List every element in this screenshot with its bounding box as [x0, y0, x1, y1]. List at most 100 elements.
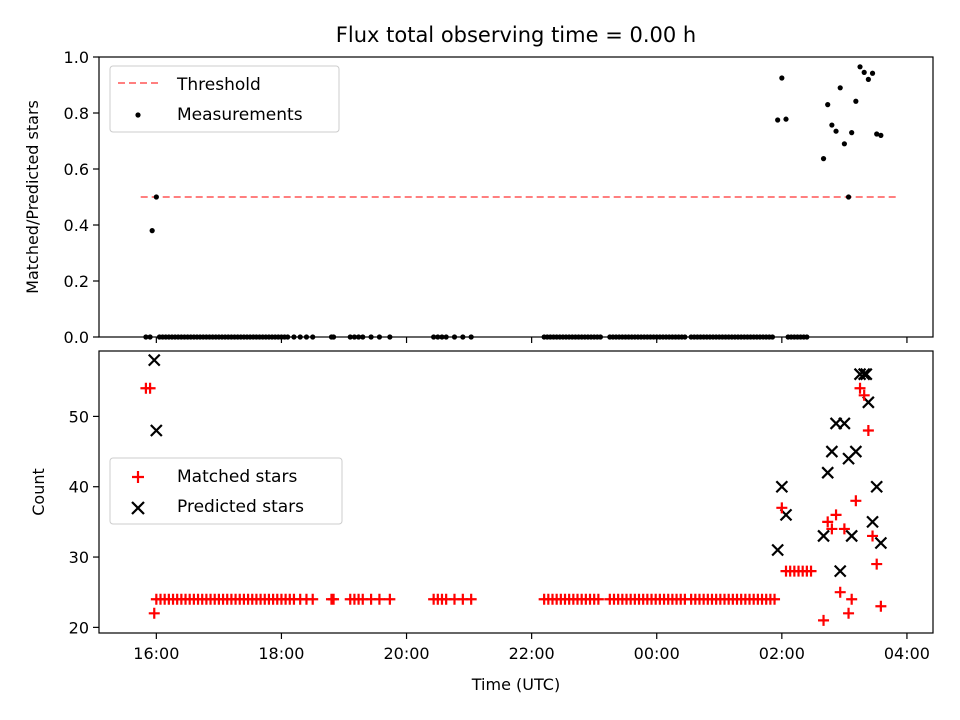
- measurement-point: [857, 64, 863, 70]
- matched-star-marker: [843, 607, 855, 619]
- matched-star-marker: [328, 593, 340, 605]
- matched-stars-layer: [140, 382, 887, 626]
- predicted-star-marker: [821, 466, 834, 479]
- legend-predicted-label: Predicted stars: [177, 497, 304, 517]
- bottom-x-tick-label: 00:00: [634, 644, 680, 663]
- matched-star-marker: [805, 565, 817, 577]
- matched-star-marker: [822, 516, 834, 528]
- predicted-star-marker: [845, 529, 858, 543]
- matched-star-marker: [826, 523, 838, 535]
- legend-matched-label: Matched stars: [177, 467, 297, 487]
- matched-star-marker: [307, 593, 319, 605]
- matched-star-marker: [850, 495, 862, 507]
- predicted-star-marker: [771, 543, 784, 557]
- top-panel: 0.0 0.2 0.4 0.6 0.8 1.0 Matched/Predicted sta…: [23, 48, 934, 347]
- measurement-point: [833, 128, 839, 134]
- predicted-star-marker: [838, 417, 851, 430]
- x-axis-label: Time (UTC): [471, 675, 560, 694]
- bottom-x-tick-label: 22:00: [509, 644, 555, 663]
- matched-star-marker: [854, 382, 866, 394]
- bottom-y-tick-label: 40: [69, 478, 89, 497]
- top-y-tick-label: 0.4: [64, 216, 89, 235]
- matched-star-marker: [838, 523, 850, 535]
- predicted-star-marker: [857, 367, 871, 381]
- predicted-star-marker: [775, 480, 789, 494]
- predicted-star-marker: [833, 564, 847, 578]
- bottom-legend-box: [109, 457, 343, 525]
- matched-star-marker: [871, 558, 883, 570]
- bottom-x-tick-label: 16:00: [133, 644, 179, 663]
- bottom-y-ticks: 20 30 40 50: [69, 407, 99, 637]
- predicted-star-marker: [870, 480, 883, 494]
- bottom-y-axis-label: Count: [29, 468, 48, 516]
- top-y-tick-label: 1.0: [64, 48, 89, 67]
- top-y-tick-label: 0.6: [64, 160, 89, 179]
- measurement-point: [775, 117, 781, 123]
- bottom-panel: 20 30 40 50 16:00 18:00 20:00 22:00 00:00 02:00 0…: [29, 350, 934, 694]
- matched-star-marker: [384, 593, 396, 605]
- measurement-point: [865, 76, 871, 82]
- matched-star-marker: [769, 593, 781, 605]
- top-x-ticks: [155, 337, 908, 343]
- bottom-axes-frame: [98, 350, 934, 634]
- measurement-point: [783, 116, 789, 122]
- bottom-y-tick-label: 20: [69, 618, 89, 637]
- figure-title: Flux total observing time = 0.00 h: [336, 23, 696, 47]
- measurement-point: [779, 75, 785, 81]
- top-legend-box: [109, 65, 340, 133]
- legend-matched-swatch: [132, 471, 144, 483]
- matched-star-marker: [148, 607, 160, 619]
- top-legend: Threshold Measurements: [109, 65, 340, 133]
- measurement-point: [869, 70, 876, 76]
- top-y-tick-label: 0.0: [64, 328, 89, 347]
- bottom-x-ticks: 16:00 18:00 20:00 22:00 00:00 02:00 04:00: [133, 633, 930, 663]
- measurement-point: [820, 156, 827, 162]
- measurement-point: [837, 85, 843, 91]
- bottom-x-tick-label: 18:00: [258, 644, 304, 663]
- matched-star-marker: [858, 389, 870, 401]
- legend-predicted-swatch: [131, 501, 145, 515]
- measurement-point: [149, 228, 155, 234]
- top-y-tick-label: 0.8: [64, 104, 89, 123]
- predicted-star-marker: [147, 353, 161, 367]
- measurement-point: [829, 122, 835, 128]
- top-y-axis-label: Matched/Predicted stars: [23, 100, 42, 294]
- bottom-legend: Matched stars Predicted stars: [109, 457, 343, 525]
- matched-star-marker: [465, 593, 477, 605]
- measurement-point: [845, 194, 852, 200]
- matched-star-marker: [846, 593, 858, 605]
- predicted-stars-layer: [147, 353, 888, 578]
- bottom-x-tick-label: 02:00: [759, 644, 805, 663]
- measurement-point: [153, 194, 159, 200]
- matched-star-marker: [373, 593, 385, 605]
- measurement-point: [878, 132, 884, 138]
- bottom-x-tick-label: 04:00: [884, 644, 930, 663]
- predicted-star-marker: [860, 367, 873, 381]
- matched-star-marker: [834, 586, 846, 598]
- measurement-point: [861, 69, 867, 75]
- matched-star-marker: [830, 509, 842, 521]
- measurement-point: [841, 141, 847, 147]
- top-y-tick-label: 0.2: [64, 272, 89, 291]
- predicted-star-marker: [817, 529, 830, 543]
- matched-star-marker: [776, 502, 788, 514]
- measurement-point: [853, 98, 859, 104]
- measurement-point: [849, 130, 855, 136]
- legend-measurements-swatch: [135, 112, 141, 118]
- predicted-star-marker: [825, 445, 839, 458]
- matched-star-marker: [144, 382, 156, 394]
- bottom-y-tick-label: 30: [69, 548, 89, 567]
- top-y-ticks: 0.0 0.2 0.4 0.6 0.8 1.0: [64, 48, 99, 347]
- matched-star-marker: [592, 593, 604, 605]
- legend-measurements-label: Measurements: [177, 105, 303, 125]
- matched-star-marker: [875, 600, 887, 612]
- bottom-x-tick-label: 20:00: [383, 644, 429, 663]
- predicted-star-marker: [866, 515, 879, 529]
- top-axes-frame: [98, 56, 934, 338]
- bottom-y-tick-label: 50: [69, 407, 89, 426]
- measurement-point: [825, 102, 831, 108]
- matched-star-marker: [862, 424, 874, 436]
- matched-star-marker: [867, 530, 879, 542]
- predicted-star-marker: [849, 445, 863, 458]
